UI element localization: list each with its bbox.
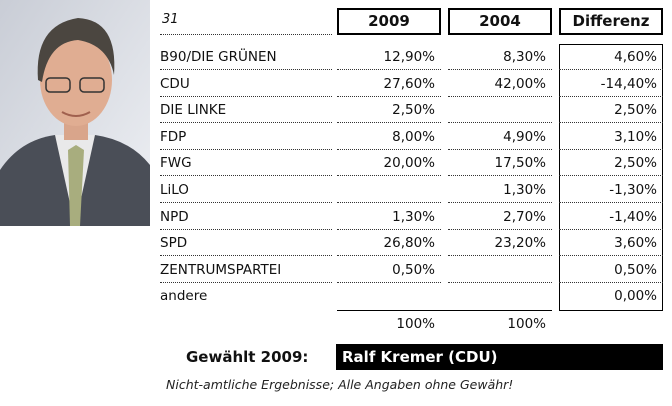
party: B90/DIE GRÜNEN <box>160 44 332 70</box>
result: 27,60% <box>337 71 441 97</box>
elected-name: Ralf Kremer (CDU) <box>336 344 663 370</box>
total: 100% <box>396 316 435 332</box>
result: -14,40% <box>559 71 663 97</box>
party: ZENTRUMSPARTEI <box>160 257 332 283</box>
diff-box <box>559 44 663 311</box>
result: 2,70% <box>448 204 552 230</box>
result: 42,00% <box>448 71 552 97</box>
result <box>448 283 552 309</box>
result: 3,10% <box>559 124 663 150</box>
party: FDP <box>160 124 332 150</box>
result: 1,30% <box>337 204 441 230</box>
party: NPD <box>160 204 332 230</box>
elected-label: Gewählt 2009: <box>186 348 309 366</box>
result: 1,30% <box>448 177 552 203</box>
result: -1,30% <box>559 177 663 203</box>
party: FWG <box>160 150 332 177</box>
total-rule <box>337 310 552 311</box>
result: -1,40% <box>559 204 663 230</box>
photo <box>0 0 150 226</box>
result <box>337 177 441 203</box>
result: 0,50% <box>559 257 663 283</box>
column-header: 2004 <box>448 8 552 35</box>
result: 23,20% <box>448 230 552 257</box>
result: 20,00% <box>337 150 441 177</box>
result <box>448 257 552 283</box>
party: SPD <box>160 230 332 257</box>
party: andere <box>160 288 208 305</box>
result: 0,00% <box>614 288 657 305</box>
district-number: 31 <box>162 12 179 27</box>
result: 8,00% <box>337 124 441 150</box>
result <box>448 97 552 124</box>
result: 4,90% <box>448 124 552 150</box>
result: 17,50% <box>448 150 552 177</box>
column-header: 2009 <box>337 8 441 35</box>
column-header: Differenz <box>559 8 663 35</box>
result: 3,60% <box>559 230 663 257</box>
result: 26,80% <box>337 230 441 257</box>
party: CDU <box>160 71 332 97</box>
result: 12,90% <box>337 44 441 70</box>
total: 100% <box>507 316 546 332</box>
result: 2,50% <box>337 97 441 124</box>
result: 8,30% <box>448 44 552 70</box>
result <box>337 283 441 309</box>
result: 2,50% <box>559 97 663 124</box>
party: LiLO <box>160 177 332 203</box>
result: 2,50% <box>559 150 663 177</box>
party: DIE LINKE <box>160 97 332 124</box>
header-rule <box>160 34 332 35</box>
result: 0,50% <box>337 257 441 283</box>
note: Nicht-amtliche Ergebnisse; Alle Angaben … <box>166 377 514 392</box>
result: 4,60% <box>559 44 663 70</box>
